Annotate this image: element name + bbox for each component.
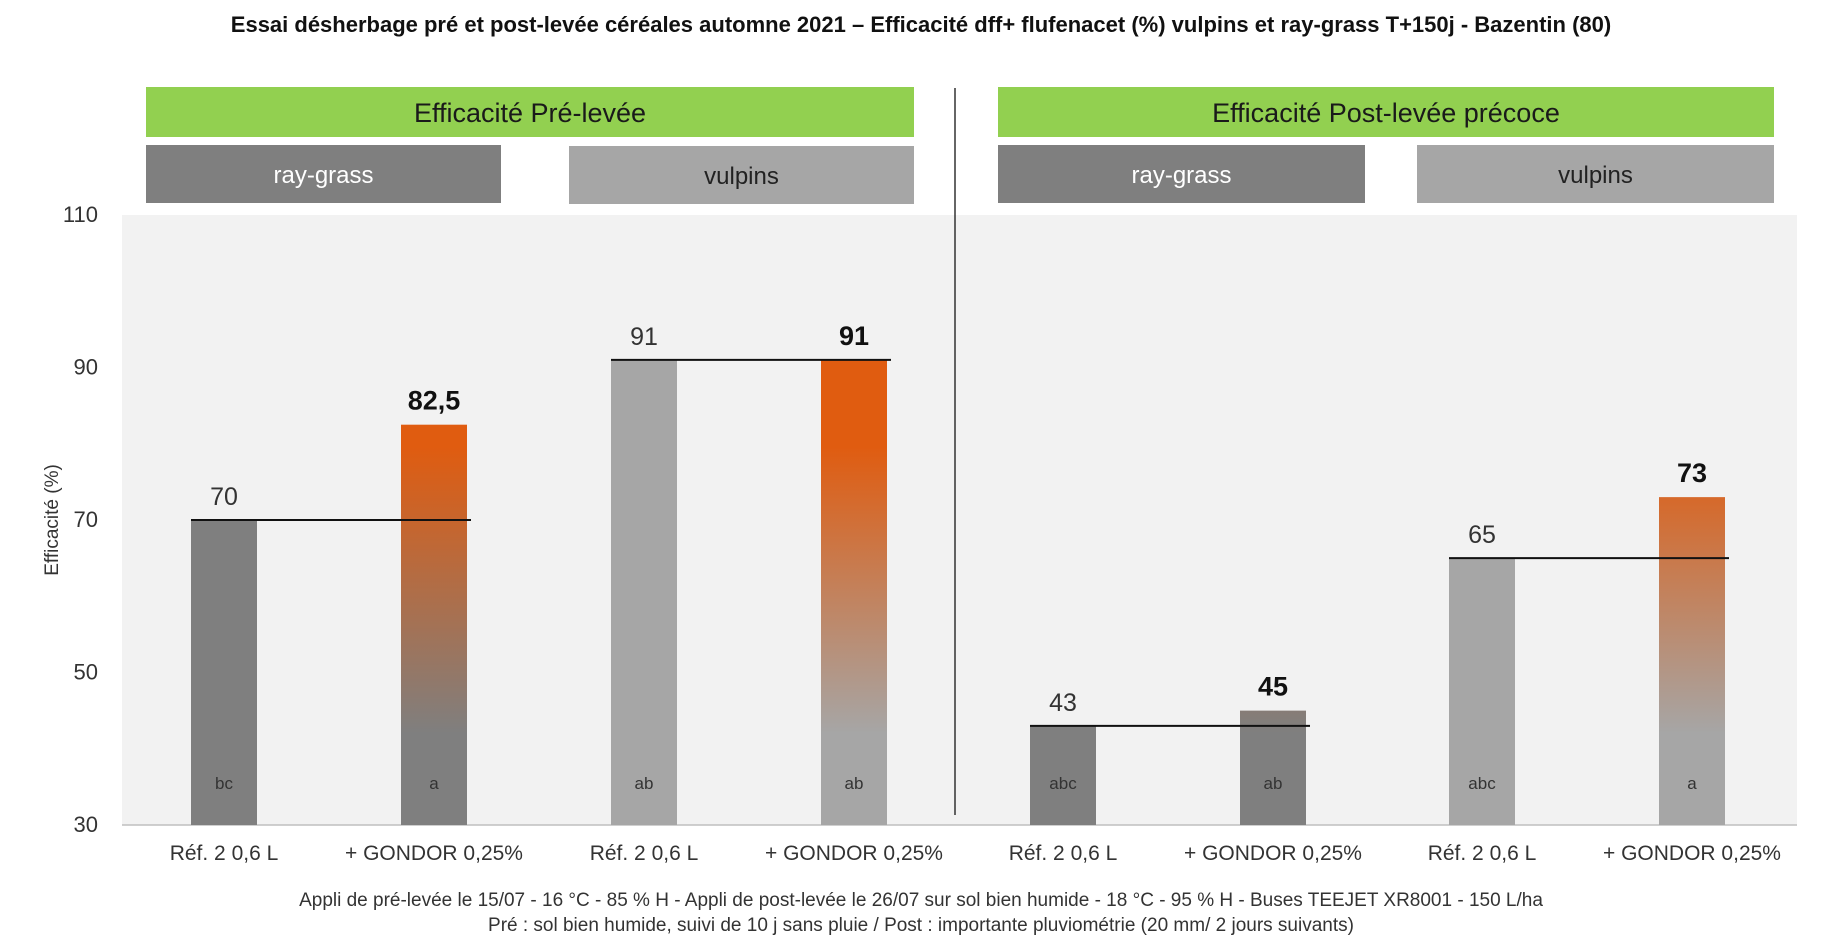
panel-banner [146, 87, 914, 137]
x-category-label: + GONDOR 0,25% [765, 842, 943, 865]
bar-value-label: 45 [1258, 672, 1288, 702]
group-header [1417, 145, 1774, 203]
stat-letter: ab [845, 774, 864, 793]
bar-value-label: 70 [210, 483, 238, 511]
x-category-label: Réf. 2 0,6 L [1009, 842, 1118, 865]
group-header [998, 145, 1365, 203]
x-category-label: + GONDOR 0,25% [1603, 842, 1781, 865]
footnote-line-2: Pré : sol bien humide, suivi de 10 j san… [488, 915, 1354, 936]
bar [611, 359, 677, 825]
panel-banner-label: Efficacité Pré-levée [414, 98, 646, 128]
stat-letter: abc [1049, 774, 1077, 793]
bar-value-label: 82,5 [408, 386, 461, 416]
stat-letter: a [429, 774, 439, 793]
footnote-line-1: Appli de pré-levée le 15/07 - 16 °C - 85… [299, 890, 1543, 911]
y-tick-label: 110 [63, 202, 98, 227]
bar [401, 424, 467, 825]
bar-value-label: 43 [1049, 689, 1077, 717]
bar-value-label: 65 [1468, 521, 1496, 549]
group-header-label: vulpins [1558, 162, 1633, 189]
bar-value-label: 91 [839, 321, 869, 351]
bar [191, 520, 257, 825]
y-tick-label: 30 [74, 812, 98, 837]
x-category-label: Réf. 2 0,6 L [1428, 842, 1537, 865]
x-category-label: + GONDOR 0,25% [1184, 842, 1362, 865]
group-header [146, 145, 501, 203]
panel-banner-label: Efficacité Post-levée précoce [1212, 98, 1560, 128]
stat-letter: ab [1264, 774, 1283, 793]
y-tick-label: 90 [74, 355, 98, 380]
panel-banner [998, 87, 1774, 137]
group-header-label: ray-grass [1131, 162, 1231, 189]
y-tick-label: 50 [74, 660, 98, 685]
x-category-label: Réf. 2 0,6 L [170, 842, 279, 865]
bar [1659, 497, 1725, 825]
bar [1449, 558, 1515, 825]
stat-letter: a [1687, 774, 1697, 793]
stat-letter: bc [215, 774, 233, 793]
y-axis-label: Efficacité (%) [42, 464, 63, 576]
group-header-label: vulpins [704, 163, 779, 190]
x-category-label: Réf. 2 0,6 L [590, 842, 699, 865]
bar-value-label: 91 [630, 323, 658, 351]
chart-title: Essai désherbage pré et post-levée céréa… [231, 12, 1611, 37]
group-header-label: ray-grass [273, 162, 373, 189]
x-category-label: + GONDOR 0,25% [345, 842, 523, 865]
group-header [569, 146, 914, 204]
stat-letter: ab [635, 774, 654, 793]
bar [821, 359, 887, 825]
bar [1240, 710, 1306, 825]
bar [1030, 725, 1096, 825]
stat-letter: abc [1468, 774, 1496, 793]
bar-value-label: 73 [1677, 458, 1707, 488]
y-tick-label: 70 [74, 507, 98, 532]
